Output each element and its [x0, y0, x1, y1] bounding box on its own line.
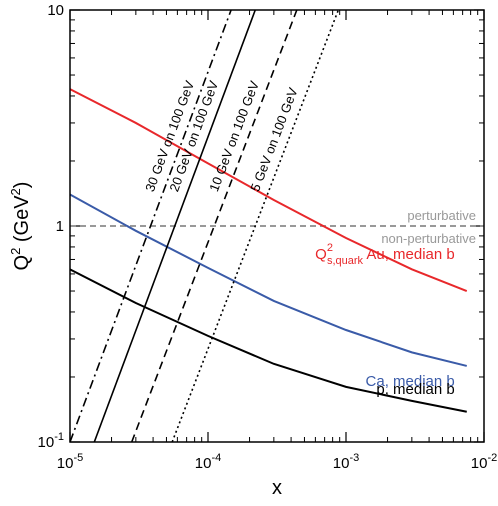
- tick-labels: 10-5 10-4 10-3 10-2 10-1 1 10: [38, 2, 498, 472]
- energy-line-4: [93, 10, 256, 442]
- curve-labels: Q2 s,quark Au, median b Ca, median bp, med…: [315, 242, 455, 398]
- y-tick-label: 1: [56, 218, 64, 235]
- saturation-curve-1: [70, 193, 467, 367]
- y-tick-label: 10: [47, 2, 64, 19]
- x-axis-title: x: [272, 477, 282, 499]
- energy-line-3: [70, 10, 232, 442]
- minor-ticks: [70, 10, 484, 442]
- x-tick-label: 10-5: [57, 452, 83, 472]
- saturation-curve-0: [70, 88, 468, 292]
- energy-line-6: [171, 10, 340, 442]
- curve-label-0: Q2 s,quark Au, median b: [315, 242, 455, 267]
- curve-label-1: Ca, median b: [366, 373, 455, 390]
- curve-label-2: p, median b: [376, 381, 454, 398]
- y-tick-label: 10-1: [38, 431, 64, 451]
- series-layer: [70, 10, 468, 442]
- plot-frame: [69, 9, 485, 443]
- x-tick-label: 10-2: [471, 452, 497, 472]
- x-tick-label: 10-4: [195, 452, 221, 472]
- perturbative-label: perturbative: [407, 208, 476, 223]
- y-axis-title: Q2 (GeV2): [8, 182, 33, 271]
- x-tick-label: 10-3: [333, 452, 359, 472]
- non-perturbative-label: non-perturbative: [381, 231, 476, 246]
- saturation-curve-2: [70, 268, 467, 413]
